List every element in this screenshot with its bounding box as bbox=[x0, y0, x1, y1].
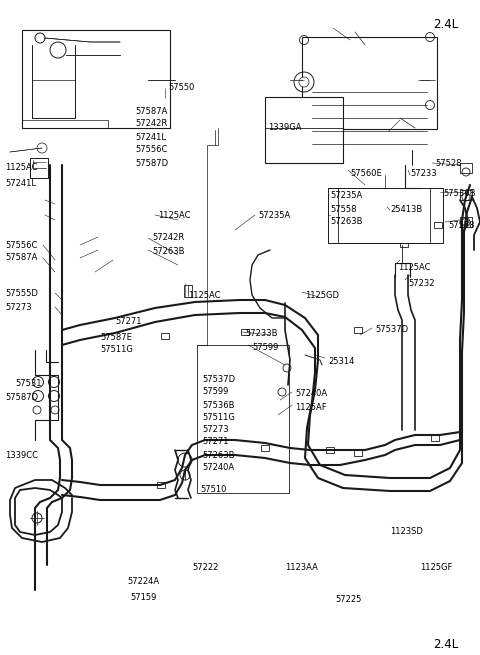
Text: 57537D: 57537D bbox=[375, 326, 408, 335]
Text: 57599: 57599 bbox=[252, 343, 278, 352]
Text: 2.4L: 2.4L bbox=[433, 638, 458, 651]
Text: 57587E: 57587E bbox=[100, 333, 132, 341]
Bar bbox=[241, 329, 249, 335]
Text: 57273: 57273 bbox=[5, 303, 32, 312]
Bar bbox=[434, 222, 442, 228]
Circle shape bbox=[37, 143, 47, 153]
Text: 57555D: 57555D bbox=[5, 288, 38, 297]
Text: 1125GD: 1125GD bbox=[305, 291, 339, 299]
Text: 57242R: 57242R bbox=[135, 119, 167, 128]
Text: 1123SD: 1123SD bbox=[390, 527, 423, 536]
Bar bbox=[161, 333, 169, 339]
Text: 57587D: 57587D bbox=[135, 159, 168, 168]
Text: 25314: 25314 bbox=[328, 358, 354, 367]
Text: 57587A: 57587A bbox=[5, 253, 37, 263]
Text: 1125AC: 1125AC bbox=[158, 210, 191, 219]
Text: 57550: 57550 bbox=[168, 83, 194, 92]
Bar bbox=[302, 37, 437, 129]
Text: 57537D: 57537D bbox=[202, 375, 235, 383]
Text: 57531: 57531 bbox=[15, 379, 41, 388]
Bar bbox=[157, 482, 165, 488]
Text: 1125AC: 1125AC bbox=[398, 263, 431, 272]
Bar bbox=[326, 447, 334, 453]
Text: 57224A: 57224A bbox=[127, 578, 159, 586]
Text: 57222: 57222 bbox=[192, 563, 218, 572]
Text: 1339CC: 1339CC bbox=[5, 451, 38, 460]
Text: 57528: 57528 bbox=[435, 159, 461, 168]
Text: 57263B: 57263B bbox=[330, 217, 362, 227]
Bar bbox=[460, 163, 472, 173]
Text: 57233: 57233 bbox=[410, 168, 437, 178]
Text: 57556C: 57556C bbox=[135, 145, 168, 155]
Text: 57510: 57510 bbox=[200, 485, 227, 495]
Bar bbox=[184, 285, 192, 297]
Text: 57233B: 57233B bbox=[245, 329, 277, 339]
Text: 57271: 57271 bbox=[202, 438, 228, 447]
Text: 57556C: 57556C bbox=[5, 240, 37, 250]
Text: 57263B: 57263B bbox=[152, 248, 184, 257]
Text: 57560E: 57560E bbox=[350, 168, 382, 178]
Bar bbox=[30, 158, 48, 178]
Bar bbox=[197, 345, 289, 493]
Bar bbox=[400, 235, 408, 247]
Text: 57240A: 57240A bbox=[202, 464, 234, 472]
Text: 57242R: 57242R bbox=[152, 233, 184, 242]
Bar bbox=[460, 217, 472, 227]
Text: 57558: 57558 bbox=[448, 221, 475, 229]
Text: 1339GA: 1339GA bbox=[268, 124, 301, 132]
Text: 57225: 57225 bbox=[335, 595, 361, 605]
Text: 57241L: 57241L bbox=[5, 179, 36, 187]
Text: 57511G: 57511G bbox=[202, 413, 235, 422]
Bar bbox=[22, 30, 170, 128]
Bar bbox=[460, 190, 472, 200]
Bar bbox=[431, 435, 439, 441]
Text: 57558: 57558 bbox=[330, 204, 357, 214]
Bar bbox=[328, 188, 443, 243]
Text: 57271: 57271 bbox=[115, 318, 142, 326]
Bar bbox=[354, 327, 362, 333]
Text: 1123AA: 1123AA bbox=[285, 563, 318, 572]
Text: 57235A: 57235A bbox=[330, 191, 362, 200]
Text: 57263B: 57263B bbox=[202, 451, 235, 460]
Text: 25413B: 25413B bbox=[390, 204, 422, 214]
Text: 57536B: 57536B bbox=[443, 189, 476, 198]
Text: 57587A: 57587A bbox=[135, 107, 168, 115]
Text: 57235A: 57235A bbox=[258, 210, 290, 219]
Bar bbox=[354, 450, 362, 456]
Bar bbox=[261, 445, 269, 451]
Text: 57536B: 57536B bbox=[202, 400, 235, 409]
Text: 57599: 57599 bbox=[202, 388, 228, 396]
Text: 57240A: 57240A bbox=[295, 388, 327, 398]
Text: 1125AC: 1125AC bbox=[5, 164, 37, 172]
Text: 57159: 57159 bbox=[130, 593, 156, 601]
Text: 57587D: 57587D bbox=[5, 394, 38, 403]
Text: 57511G: 57511G bbox=[100, 345, 133, 354]
Text: 2.4L: 2.4L bbox=[433, 18, 458, 31]
Bar bbox=[265, 97, 343, 163]
Circle shape bbox=[299, 77, 309, 87]
Text: 57273: 57273 bbox=[202, 426, 228, 434]
Text: 57241L: 57241L bbox=[135, 132, 166, 141]
Text: 1125AF: 1125AF bbox=[295, 403, 326, 411]
Text: 1125AC: 1125AC bbox=[188, 291, 220, 301]
Text: 1125GF: 1125GF bbox=[420, 563, 452, 572]
Text: 57232: 57232 bbox=[408, 278, 434, 288]
